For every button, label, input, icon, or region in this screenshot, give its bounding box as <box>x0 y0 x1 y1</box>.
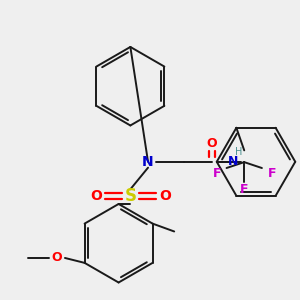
Text: F: F <box>240 183 248 196</box>
Text: O: O <box>52 251 62 265</box>
Text: N: N <box>142 155 154 169</box>
Text: O: O <box>206 136 217 150</box>
Text: H: H <box>235 147 242 157</box>
Text: O: O <box>159 189 171 203</box>
Text: S: S <box>124 187 136 205</box>
Text: O: O <box>90 189 102 203</box>
Text: F: F <box>268 167 276 180</box>
Text: F: F <box>212 167 221 180</box>
Text: N: N <box>228 155 239 168</box>
